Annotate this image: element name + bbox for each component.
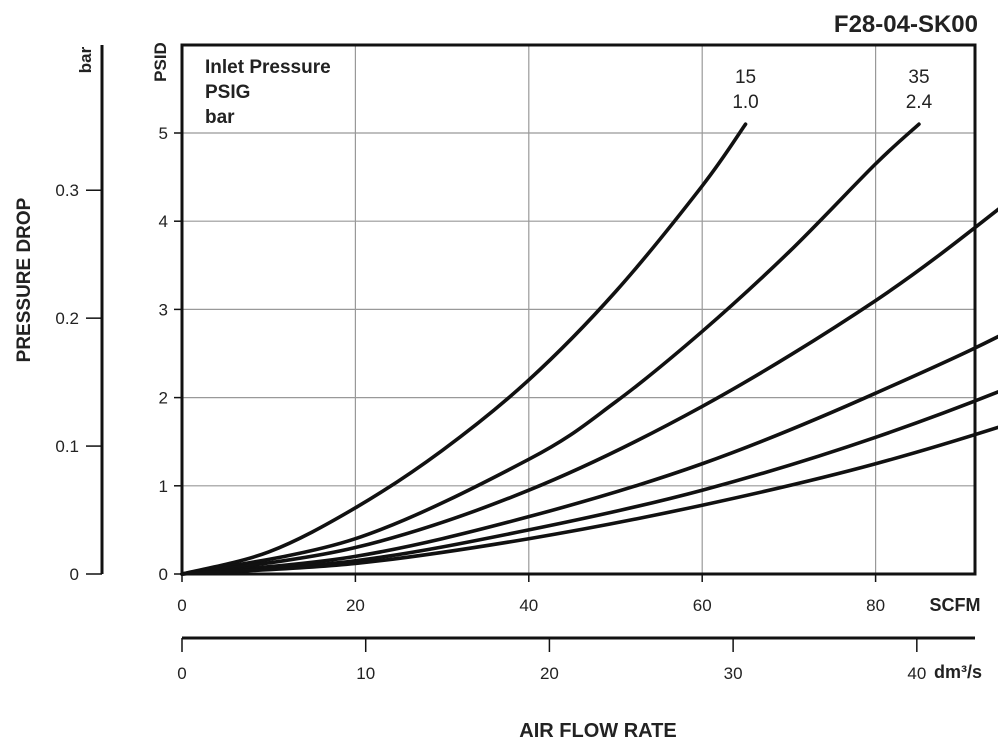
x2-tick-label: 10	[356, 664, 375, 683]
legend-psig-value: 35	[908, 67, 929, 88]
x-tick-label: 20	[346, 596, 365, 615]
y2-tick-label: 0	[70, 565, 79, 584]
y2-tick-labels: 0 0.1 0.2 0.3	[55, 181, 102, 584]
x-tick-label: 0	[177, 596, 186, 615]
series-curves	[180, 122, 998, 576]
y-unit-secondary: bar	[76, 46, 95, 73]
x-tick-label: 80	[866, 596, 885, 615]
legend: Inlet Pressure PSIG bar 151.0352.4604.19…	[205, 57, 933, 128]
series-line-60	[180, 207, 998, 576]
x2-tick-label: 40	[907, 664, 926, 683]
y-tick-label: 2	[159, 389, 168, 408]
series-line-150	[180, 425, 998, 576]
x-tick-label: 40	[519, 596, 538, 615]
y-unit-primary: PSID	[151, 42, 170, 82]
x2-tick-label: 0	[177, 664, 186, 683]
y-axis-title: PRESSURE DROP	[14, 197, 35, 362]
legend-row-label-inlet: Inlet Pressure	[205, 57, 331, 78]
y-tick-label: 4	[159, 212, 168, 231]
y-tick-labels: 0 1 2 3 4 5	[159, 124, 182, 584]
chart-title: F28-04-SK00	[834, 11, 978, 38]
x2-tick-label: 30	[724, 664, 743, 683]
series-line-120	[180, 390, 998, 576]
x2-tick-label: 20	[540, 664, 559, 683]
y-tick-label: 1	[159, 477, 168, 496]
grid-lines	[182, 45, 975, 574]
x2-tick-labels: 01020304050607080	[177, 638, 926, 683]
legend-bar-value: 2.4	[906, 92, 933, 113]
x-tick-label: 60	[693, 596, 712, 615]
y2-tick-label: 0.3	[55, 181, 79, 200]
y2-tick-label: 0.2	[55, 309, 79, 328]
y-tick-label: 5	[159, 124, 168, 143]
legend-psig-value: 15	[735, 67, 756, 88]
x-tick-labels: 020406080100120140160	[177, 574, 885, 615]
legend-row-label-bar: bar	[205, 107, 235, 128]
series-line-15	[180, 122, 748, 576]
x-unit-secondary: dm³/s	[934, 662, 982, 682]
series-line-90	[180, 334, 998, 576]
x-axis-title: AIR FLOW RATE	[519, 720, 676, 742]
y2-tick-label: 0.1	[55, 437, 79, 456]
x-unit-primary: SCFM	[930, 595, 981, 615]
series-line-35	[180, 122, 921, 576]
legend-bar-value: 1.0	[732, 92, 758, 113]
legend-row-label-psig: PSIG	[205, 82, 250, 103]
y-tick-label: 0	[159, 565, 168, 584]
y-tick-label: 3	[159, 300, 168, 319]
